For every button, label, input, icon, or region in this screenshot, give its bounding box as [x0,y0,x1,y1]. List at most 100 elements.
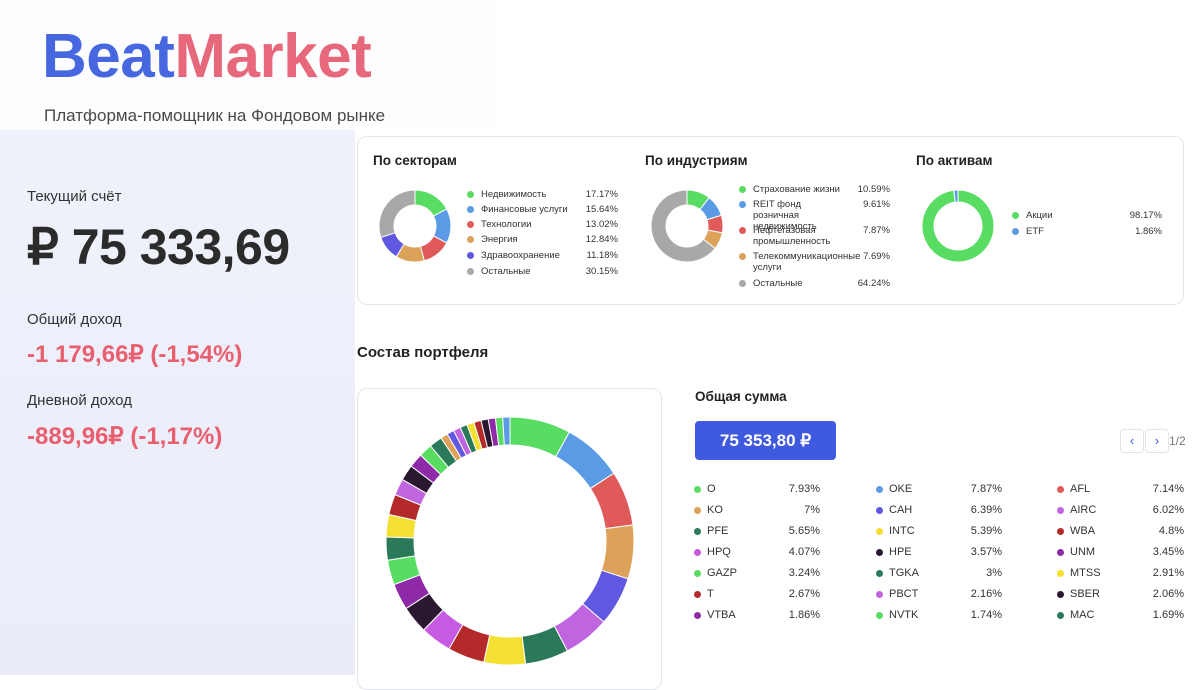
legend-value: 17.17% [585,189,618,200]
holding-item: INTC 5.39% [876,525,1002,539]
legend-label: Здравоохранение [481,250,560,261]
holding-dot-icon [876,507,883,514]
legend-label: REIT фонд розничная недвижимость [753,199,817,232]
breakdown-title-1: По индустриям [645,153,748,168]
holding-share: 5.65% [788,525,820,537]
holding-item: PFE 5.65% [694,525,820,539]
holding-dot-icon [1057,591,1064,598]
legend-label: Остальные [481,266,531,277]
legend-value: 64.24% [857,278,890,289]
breakdown-legend-item: Финансовые услуги 15.64% [467,204,618,215]
legend-dot-icon [739,280,746,287]
holding-dot-icon [694,486,701,493]
legend-label: Нефтегазовая промышленность [753,225,831,247]
holding-ticker: HPQ [707,546,731,558]
legend-value: 7.87% [863,225,890,236]
portfolio-slice-30 [502,416,511,446]
holding-share: 3.24% [788,567,820,579]
portfolio-slice-7 [483,634,527,666]
holding-item: AIRC 6.02% [1057,504,1184,518]
legend-dot-icon [467,268,474,275]
holding-ticker: GAZP [707,567,737,579]
legend-value: 13.02% [585,219,618,230]
holding-ticker: SBER [1070,588,1100,600]
holding-ticker: AIRC [1070,504,1097,516]
breakdown-0-slice-5 [378,189,416,239]
holding-share: 2.91% [1152,567,1184,579]
holding-dot-icon [1057,570,1064,577]
logo-area: BeatMarket Платформа-помощник на Фондово… [0,0,495,130]
total-amount-value: 75 353,80 ₽ [695,421,836,460]
legend-value: 9.61% [863,199,890,210]
allocation-card [357,136,1184,305]
page-indicator: 1/2 [1169,434,1186,448]
legend-label: ETF [1026,226,1044,237]
legend-dot-icon [739,253,746,260]
legend-value: 30.15% [585,266,618,277]
breakdown-legend-item: REIT фонд розничная недвижимость 9.61% [739,199,890,232]
breakdown-2-slice-1 [953,189,959,203]
holding-ticker: UNM [1070,546,1096,558]
holding-ticker: NVTK [889,609,919,621]
holding-share: 7% [804,504,820,516]
legend-dot-icon [467,252,474,259]
legend-label: Телекоммуникационные услуги [753,251,861,273]
legend-dot-icon [739,201,746,208]
holding-dot-icon [1057,528,1064,535]
portfolio-chart-card [357,388,662,690]
holding-item: O 7.93% [694,483,820,497]
holding-item: UNM 3.45% [1057,546,1184,560]
breakdown-legend-item: Остальные 30.15% [467,266,618,277]
holding-item: OKE 7.87% [876,483,1002,497]
breakdown-legend-item: Здравоохранение 11.18% [467,250,618,261]
holding-share: 6.02% [1152,504,1184,516]
portfolio-slice-3 [600,524,635,580]
holding-dot-icon [694,612,701,619]
holding-share: 1.86% [788,609,820,621]
breakdown-legend-item: Недвижимость 17.17% [467,189,618,200]
next-page-button[interactable]: › [1145,429,1169,453]
holding-item: NVTK 1.74% [876,609,1002,623]
holding-item: TGKA 3% [876,567,1002,581]
breakdown-title-2: По активам [916,153,993,168]
logo: BeatMarket [42,22,372,91]
legend-label: Технологии [481,219,532,230]
legend-dot-icon [467,191,474,198]
legend-value: 1.86% [1135,226,1162,237]
total-income-label: Общий доход [27,311,122,328]
holding-ticker: O [707,483,716,495]
holding-dot-icon [876,570,883,577]
holding-ticker: VTBA [707,609,736,621]
holding-item: AFL 7.14% [1057,483,1184,497]
holding-item: MAC 1.69% [1057,609,1184,623]
holding-ticker: PFE [707,525,729,537]
holding-ticker: OKE [889,483,913,495]
holding-dot-icon [876,549,883,556]
breakdown-legend-item: Акции 98.17% [1012,210,1162,221]
breakdown-legend-item: Технологии 13.02% [467,219,618,230]
holding-dot-icon [876,612,883,619]
breakdown-legend-item: Нефтегазовая промышленность 7.87% [739,225,890,247]
holding-share: 7.14% [1152,483,1184,495]
legend-value: 11.18% [586,250,618,261]
holding-share: 7.93% [788,483,820,495]
legend-label: Страхование жизни [753,184,840,195]
holding-item: GAZP 3.24% [694,567,820,581]
total-income-value: -1 179,66₽ (-1,54%) [27,341,243,368]
legend-value: 15.64% [585,204,618,215]
holding-ticker: PBCT [889,588,919,600]
holding-item: T 2.67% [694,588,820,602]
holding-share: 4.8% [1158,525,1184,537]
holding-share: 7.87% [970,483,1002,495]
legend-value: 10.59% [857,184,890,195]
holding-ticker: AFL [1070,483,1091,495]
prev-page-button[interactable]: ‹ [1120,429,1144,453]
holding-dot-icon [694,507,701,514]
total-amount-label: Общая сумма [695,389,787,404]
breakdown-donut-0 [378,189,452,263]
breakdown-legend-item: Телекоммуникационные услуги 7.69% [739,251,890,273]
holding-item: SBER 2.06% [1057,588,1184,602]
holding-ticker: MTSS [1070,567,1101,579]
portfolio-slice-13 [385,536,416,561]
holding-ticker: TGKA [889,567,919,579]
